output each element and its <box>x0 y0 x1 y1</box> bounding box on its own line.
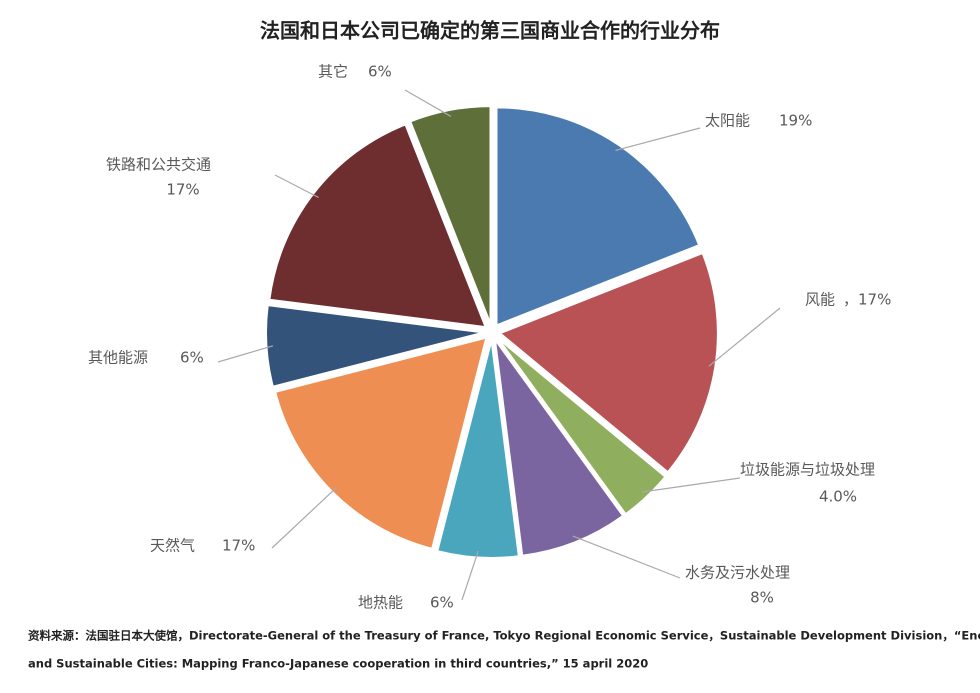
value-label: ，17% <box>843 291 891 309</box>
source-note: and Sustainable Cities: Mapping Franco-J… <box>28 657 648 671</box>
pie-slice <box>497 251 719 474</box>
pie-slice <box>268 123 488 329</box>
slice-label: 地热能 <box>358 594 403 612</box>
leader-line <box>274 174 319 199</box>
leader-line <box>461 550 479 601</box>
leader-line <box>217 345 274 363</box>
pie-slice <box>493 338 625 557</box>
slice-label: 其他能源 <box>88 349 148 367</box>
source-note: 资料来源：法国驻日本大使馆，Directorate-General of the… <box>28 629 980 643</box>
leader-line <box>404 89 452 117</box>
slice-label: 太阳能 <box>705 112 750 130</box>
pie-slice <box>265 304 485 388</box>
pie-slice <box>436 339 520 559</box>
chart-title: 法国和日本公司已确定的第三国商业合作的行业分布 <box>260 19 720 43</box>
value-label: 6% <box>180 349 204 367</box>
leader-line <box>572 535 681 579</box>
pie-slice <box>495 106 701 327</box>
leader-line <box>615 127 701 152</box>
value-label: 4.0% <box>819 488 857 506</box>
leader-line <box>271 486 338 549</box>
leader-line <box>642 477 741 493</box>
slice-label: 垃圾能源与垃圾处理 <box>740 461 875 479</box>
value-label: 17% <box>222 537 255 555</box>
value-label: 8% <box>750 589 774 607</box>
slice-label: 铁路和公共交通 <box>106 156 211 174</box>
value-label: 6% <box>430 594 454 612</box>
value-label: 19% <box>779 112 812 130</box>
value-label: 6% <box>368 63 392 81</box>
pie-slice <box>408 105 492 325</box>
pie-slice <box>496 337 667 516</box>
slice-label: 水务及污水处理 <box>685 564 790 582</box>
slice-label: 风能 <box>805 291 835 309</box>
slice-label: 天然气 <box>150 537 195 555</box>
slice-label: 其它 <box>318 63 348 81</box>
leader-line <box>708 307 781 367</box>
value-label: 17% <box>166 181 199 199</box>
